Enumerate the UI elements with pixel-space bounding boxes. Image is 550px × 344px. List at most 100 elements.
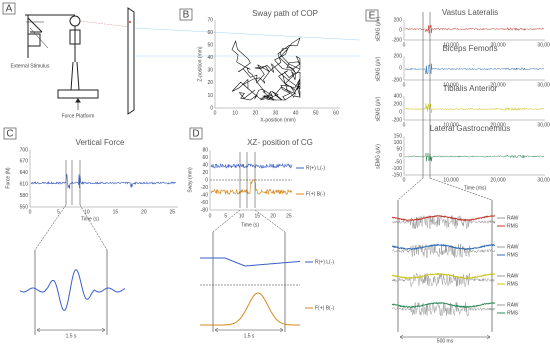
panel-a-drawing xyxy=(2,2,361,115)
axis xyxy=(209,150,292,211)
y-tick-label: 20 xyxy=(202,170,208,176)
panel-letter: B xyxy=(183,10,190,21)
trace xyxy=(210,179,293,196)
x-tick-label: 10,000 xyxy=(443,42,459,48)
y-axis-label: sEMG (μV) xyxy=(375,144,381,169)
x-tick-label: 50 xyxy=(313,110,319,116)
axis xyxy=(29,150,178,208)
legend-label: R(+) L(-) xyxy=(306,165,325,171)
trace xyxy=(404,63,545,75)
x-tick-label: 40 xyxy=(293,110,299,116)
x-tick-label: 30,000 xyxy=(537,82,550,88)
trace xyxy=(200,292,300,326)
trace xyxy=(391,301,496,317)
x-axis-label: Time (ms) xyxy=(464,185,487,191)
x-tick-label: 15 xyxy=(113,209,119,215)
trace xyxy=(392,301,496,309)
muscle-name: Vastus Lateralis xyxy=(442,8,498,17)
x-tick-label: 10 xyxy=(239,213,245,219)
x-tick-label: 30,000 xyxy=(537,177,550,183)
y-tick-label: -80 xyxy=(201,207,208,213)
legend-label: RMS xyxy=(507,281,519,287)
y-tick-label: 0 xyxy=(399,27,402,33)
y-tick-label: -40 xyxy=(201,192,208,198)
x-tick-label: 20,000 xyxy=(490,122,506,128)
scale-label: 500 ms xyxy=(437,338,454,344)
x-tick-label: 0 xyxy=(403,82,406,88)
x-tick-label: 10,000 xyxy=(443,82,459,88)
x-tick-label: 0 xyxy=(403,177,406,183)
y-tick-label: 50 xyxy=(396,146,402,152)
x-tick-label: 30,000 xyxy=(537,122,550,128)
y-tick-label: 200 xyxy=(394,53,403,59)
y-tick-label: 50 xyxy=(207,42,213,48)
y-tick-label: -100 xyxy=(392,166,402,172)
label: Force Platform xyxy=(62,113,95,119)
trace xyxy=(200,257,301,267)
trace xyxy=(391,214,496,222)
panel-letter: C xyxy=(6,129,13,140)
y-tick-label: 150 xyxy=(394,133,403,139)
scale-arrow xyxy=(399,334,491,340)
zoom-line xyxy=(79,204,108,251)
y-tick-label: -200 xyxy=(392,37,402,43)
legend-label: RMS xyxy=(507,310,519,316)
x-tick-label: 20 xyxy=(270,213,276,219)
y-axis-label: Z-position (mm) xyxy=(197,46,203,81)
y-axis-label: sEMG (μV) xyxy=(375,16,381,41)
x-axis-label: Time (s) xyxy=(81,216,99,222)
zoom-line xyxy=(397,177,424,201)
y-tick-label: -20 xyxy=(201,185,208,191)
axis xyxy=(403,56,545,81)
y-tick-label: 60 xyxy=(202,155,208,161)
trace xyxy=(404,24,545,34)
x-axis-label: Time (s) xyxy=(241,222,259,228)
x-tick-label: 20 xyxy=(141,209,147,215)
y-tick-label: 0 xyxy=(205,177,208,183)
muscle-name: Biceps Femoris xyxy=(442,44,497,53)
y-tick-label: 400 xyxy=(394,93,403,99)
trace xyxy=(391,272,496,280)
y-tick-label: -200 xyxy=(392,77,402,83)
y-axis-label: sEMG (μV) xyxy=(375,56,381,81)
x-tick-label: 0 xyxy=(29,209,32,215)
legend-label: F(+) B(-) xyxy=(315,305,334,311)
y-axis-label: Sway (mm) xyxy=(187,167,193,193)
trace xyxy=(30,173,177,189)
x-tick-label: 10,000 xyxy=(443,122,459,128)
x-tick-label: 0 xyxy=(209,213,212,219)
y-axis-label: Force (N) xyxy=(5,167,11,188)
y-tick-label: -150 xyxy=(392,172,402,178)
y-tick-label: -50 xyxy=(395,159,402,165)
y-tick-label: 700 xyxy=(20,147,29,153)
x-tick-label: 0 xyxy=(403,42,406,48)
zoom-line xyxy=(34,204,67,251)
y-tick-label: 640 xyxy=(20,170,29,176)
x-tick-label: 5 xyxy=(224,213,227,219)
x-tick-label: 10,000 xyxy=(443,177,459,183)
x-tick-label: 20 xyxy=(253,110,259,116)
y-tick-label: 30 xyxy=(207,68,213,74)
y-tick-label: 40 xyxy=(202,162,208,168)
trace xyxy=(391,243,496,259)
legend-label: F(+) B(-) xyxy=(306,191,325,197)
trace xyxy=(391,272,496,288)
legend-label: RAW xyxy=(507,273,519,279)
legend-label: RAW xyxy=(507,302,519,308)
x-axis-label: X-position (mm) xyxy=(260,117,296,123)
x-tick-label: 20,000 xyxy=(490,82,506,88)
x-tick-label: 30 xyxy=(273,110,279,116)
x-tick-label: 10 xyxy=(232,110,238,116)
y-tick-label: 0 xyxy=(399,65,402,71)
legend-label: R(+) L(-) xyxy=(315,259,334,265)
scale-label: 1.5 s xyxy=(66,333,77,339)
y-tick-label: 20 xyxy=(207,80,213,86)
legend-label: RMS xyxy=(507,252,519,258)
x-tick-label: 20,000 xyxy=(490,177,506,183)
trace xyxy=(210,162,293,169)
y-tick-label: 100 xyxy=(394,140,403,146)
y-tick-label: 0 xyxy=(399,153,402,159)
axis xyxy=(403,96,545,121)
x-tick-label: 25 xyxy=(170,209,176,215)
